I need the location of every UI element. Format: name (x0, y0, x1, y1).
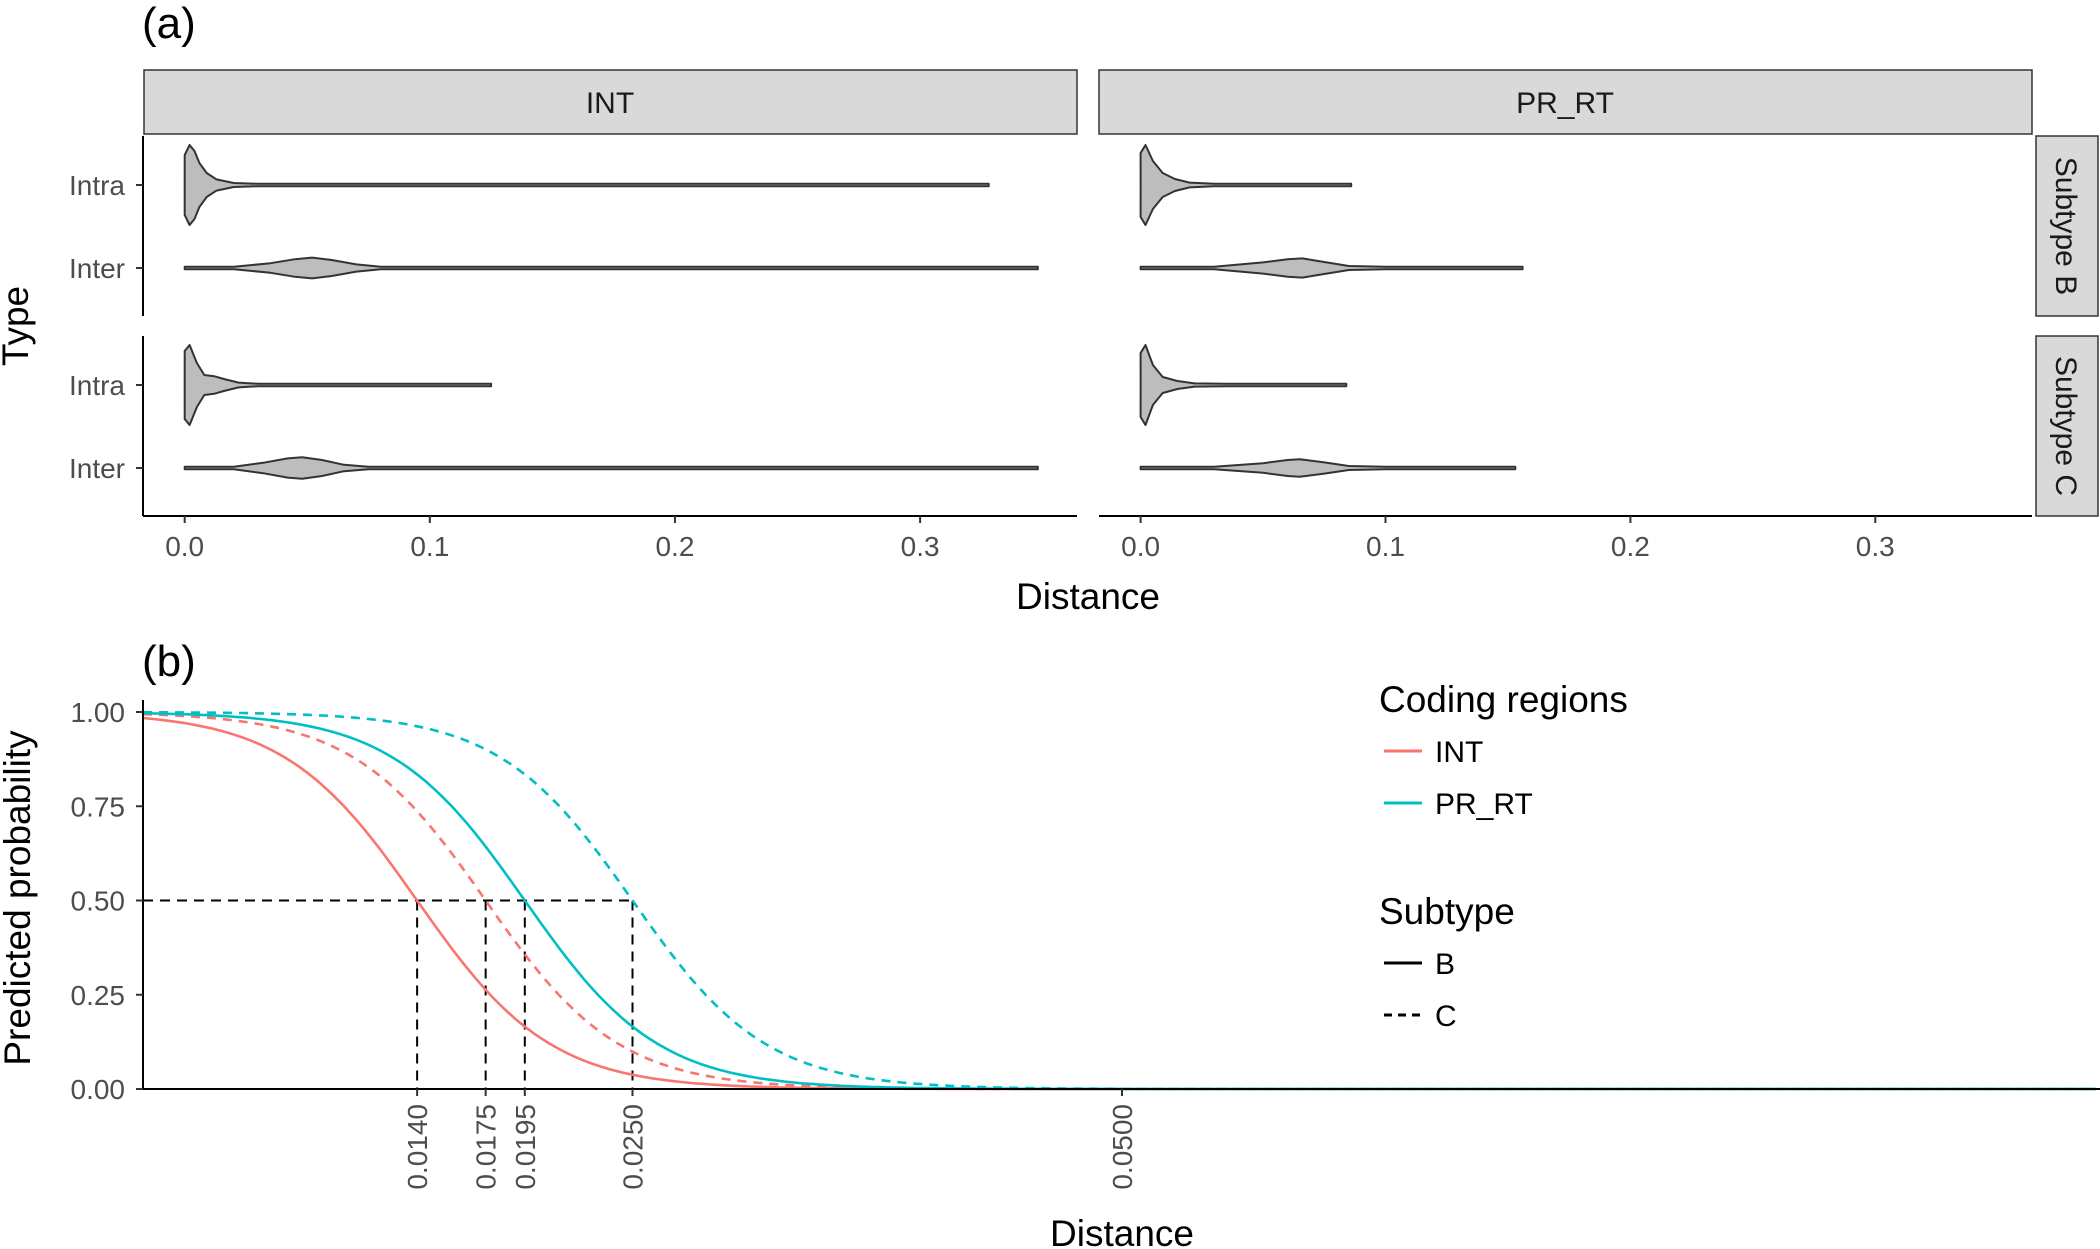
curve-pr-rt-c (142, 710, 2097, 1091)
b-xtick-label-4: 0.0500 (1107, 1104, 1138, 1190)
violins (183, 144, 1524, 480)
b-legend: Coding regions INT PR_RT Subtype B C (1379, 679, 1628, 1033)
a-xtick-label-pr-rt-3: 0.3 (1856, 531, 1895, 562)
strip-subtype-b (2035, 135, 2099, 317)
violin-pr-rt-b-inter (1139, 257, 1524, 279)
strip-subtype-c-label: Subtype C (2049, 356, 2082, 496)
violin-pr-rt-b-intra (1139, 144, 1353, 226)
strip-pr-rt-label: PR_RT (1516, 87, 1614, 120)
legend-label-pr-rt: PR_RT (1435, 788, 1533, 821)
b-xtick-label-3: 0.0250 (618, 1104, 649, 1190)
violin-int-c-inter (183, 456, 1039, 480)
a-yticks-row1: Intra Inter (69, 170, 143, 284)
b-xticks: 0.0140 0.0175 0.0195 0.0250 0.0500 (402, 1089, 1138, 1190)
strip-int-label: INT (586, 87, 634, 120)
b-xtick-label-1: 0.0175 (471, 1104, 502, 1190)
b-ytick-label-1: 0.25 (71, 980, 126, 1011)
curve-int-b (142, 716, 2097, 1091)
b-xtick-label-0: 0.0140 (402, 1104, 433, 1190)
a-xtick-label-pr-rt-1: 0.1 (1366, 531, 1405, 562)
curve-int-c (142, 712, 2097, 1091)
a-xtick-label-int-1: 0.1 (410, 531, 449, 562)
a-xaxis-title: Distance (1016, 576, 1160, 617)
violin-int-c-intra (183, 344, 493, 426)
strip-subtype-b-label: Subtype B (2049, 157, 2082, 295)
a-yaxis-title: Type (0, 286, 36, 366)
a-ytick-intra-b: Intra (69, 170, 125, 201)
a-xtick-label-int-2: 0.2 (655, 531, 694, 562)
strip-pr-rt (1098, 69, 2033, 135)
b-ytick-label-3: 0.75 (71, 791, 126, 822)
panel-b-tag: (b) (142, 637, 196, 686)
legend-label-int: INT (1435, 736, 1483, 769)
a-ytick-inter-c: Inter (69, 453, 125, 484)
a-xtick-label-int-0: 0.0 (165, 531, 204, 562)
b-xaxis-title: Distance (1050, 1213, 1194, 1249)
a-ytick-inter-b: Inter (69, 253, 125, 284)
legend-label-b: B (1435, 948, 1455, 981)
b-ytick-label-0: 0.00 (71, 1074, 126, 1105)
b-yaxis-title: Predicted probability (0, 730, 38, 1066)
strip-int (143, 69, 1078, 135)
legend-linetype-title: Subtype (1379, 891, 1515, 932)
b-ytick-label-2: 0.50 (71, 886, 126, 917)
violin-int-b-inter (183, 256, 1039, 280)
b-ytick-label-4: 1.00 (71, 697, 126, 728)
a-xtick-label-pr-rt-2: 0.2 (1611, 531, 1650, 562)
violin-pr-rt-c-inter (1139, 458, 1517, 478)
a-xtick-label-pr-rt-0: 0.0 (1121, 531, 1160, 562)
b-reference-lines (143, 899, 634, 1089)
a-xtick-label-int-3: 0.3 (901, 531, 940, 562)
strip-subtype-c (2035, 335, 2099, 517)
violin-int-b-intra (183, 144, 990, 226)
legend-color-title: Coding regions (1379, 679, 1628, 720)
legend-label-c: C (1435, 1000, 1457, 1033)
a-yticks-row2: Intra Inter (69, 370, 143, 484)
a-xticks-pr-rt: 0.0 0.1 0.2 0.3 (1121, 516, 1895, 562)
a-ytick-intra-c: Intra (69, 370, 125, 401)
violin-pr-rt-c-intra (1139, 344, 1348, 426)
panel-a-tag: (a) (142, 0, 196, 48)
b-yticks: 0.00 0.25 0.50 0.75 1.00 (71, 697, 143, 1105)
b-xtick-label-2: 0.0195 (510, 1104, 541, 1190)
a-xticks-int: 0.0 0.1 0.2 0.3 (165, 516, 940, 562)
